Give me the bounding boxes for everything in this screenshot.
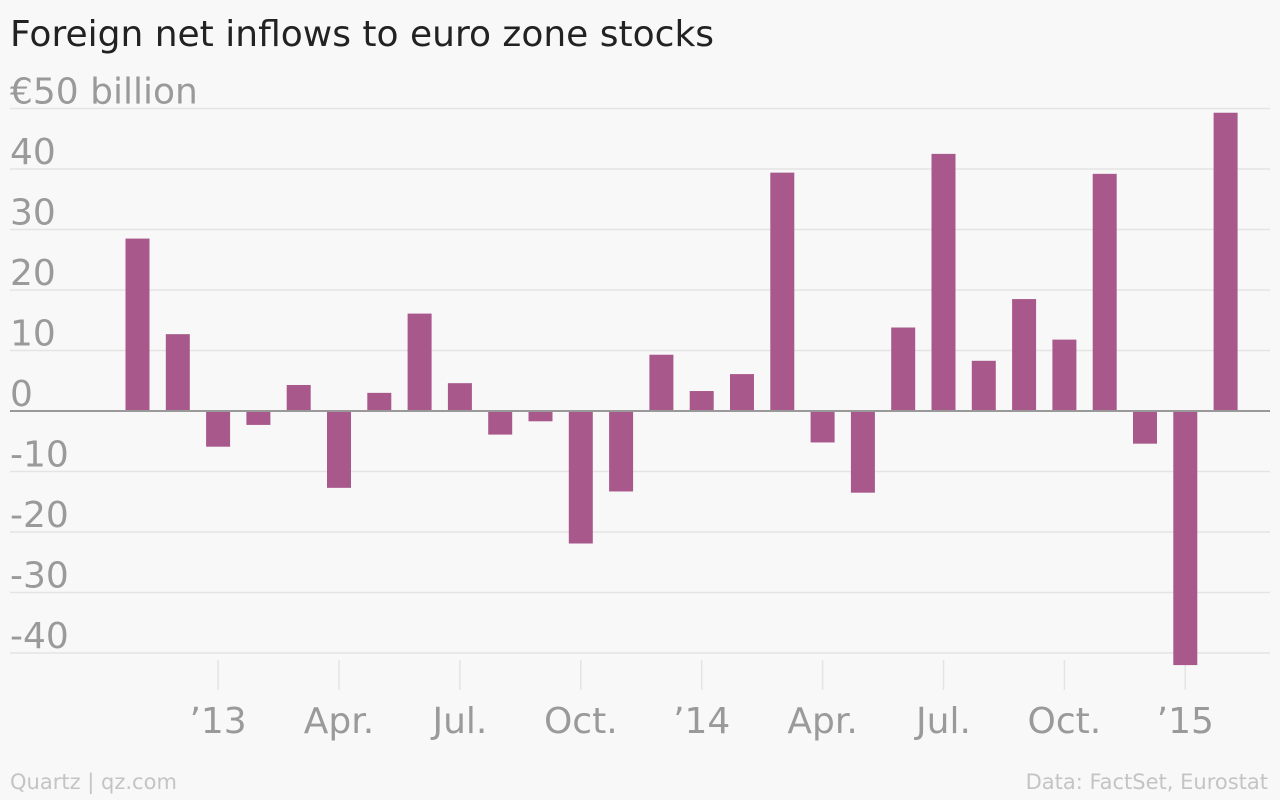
x-tick-label: ’13 — [189, 701, 246, 742]
x-tick-label: Apr. — [787, 701, 857, 742]
y-tick-label: -30 — [10, 556, 69, 597]
footer-source-right: Data: FactSet, Eurostat — [1025, 770, 1268, 794]
y-tick-label: 40 — [10, 132, 56, 173]
bar — [1173, 411, 1198, 666]
bar — [528, 411, 553, 422]
bar — [447, 383, 472, 411]
bar — [649, 354, 674, 411]
bar — [730, 374, 754, 411]
bar — [931, 153, 956, 411]
bar — [327, 411, 351, 488]
bar — [971, 360, 996, 411]
gridlines — [10, 107, 1270, 654]
bar — [407, 313, 432, 411]
y-tick-label: €50 billion — [10, 72, 198, 113]
y-tick-label: 20 — [10, 253, 56, 294]
bar — [1092, 173, 1117, 411]
bar — [125, 238, 150, 411]
bar — [770, 172, 795, 411]
bar — [1133, 411, 1157, 444]
x-tick-label: Oct. — [1028, 701, 1102, 742]
bars — [125, 112, 1238, 666]
x-tick-label: Jul. — [430, 701, 487, 742]
y-tick-label: 10 — [10, 314, 56, 355]
y-axis-ticks: €50 billion 40 30 20 10 0 -10 -20 -30 -40 — [10, 72, 198, 658]
footer-source-left: Quartz | qz.com — [10, 770, 177, 794]
bar — [891, 327, 916, 411]
bar — [246, 411, 271, 425]
bar — [206, 411, 231, 447]
bar — [1213, 112, 1238, 412]
x-tick-label: Jul. — [914, 701, 971, 742]
bar — [850, 411, 875, 493]
bar — [367, 392, 392, 411]
bar — [1052, 339, 1077, 411]
x-axis-ticks: ’13 Apr. Jul. Oct. ’14 Apr. Jul. Oct. ’15 — [189, 660, 1214, 742]
chart-title: Foreign net inflows to euro zone stocks — [10, 14, 715, 55]
bar — [1012, 299, 1037, 411]
y-tick-label: -40 — [10, 616, 69, 657]
x-tick-label: ’15 — [1157, 701, 1214, 742]
x-tick-label: Apr. — [304, 701, 374, 742]
y-tick-label: -20 — [10, 495, 69, 536]
bar — [165, 334, 190, 411]
bar — [810, 411, 835, 443]
bar — [286, 384, 311, 411]
y-tick-label: 30 — [10, 193, 56, 234]
y-tick-label: -10 — [10, 435, 69, 476]
bar — [689, 391, 714, 411]
bar — [609, 411, 634, 492]
bar — [488, 411, 513, 435]
y-tick-label: 0 — [10, 374, 33, 415]
x-tick-label: Oct. — [544, 701, 618, 742]
x-tick-label: ’14 — [673, 701, 730, 742]
bar — [568, 411, 593, 544]
